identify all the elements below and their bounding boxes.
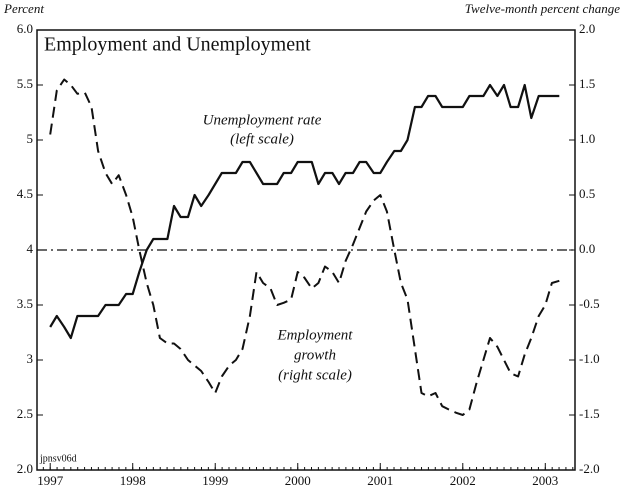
y2-tick-label: 1.5 <box>579 76 595 91</box>
annotation: Unemployment rate <box>203 112 322 128</box>
footnote: jpnsv06d <box>39 453 77 464</box>
y2-tick-label: -2.0 <box>579 461 600 476</box>
y2-tick-label: -1.5 <box>579 406 600 421</box>
y2-tick-label: 0.5 <box>579 186 595 201</box>
y-tick-label: 3.5 <box>17 296 33 311</box>
annotation: growth <box>294 347 336 363</box>
y-tick-label: 2.0 <box>17 461 33 476</box>
chart-title: Employment and Unemployment <box>44 34 311 56</box>
y-axis-label: Percent <box>3 1 44 16</box>
x-tick-label: 2002 <box>450 473 476 488</box>
x-tick-label: 2003 <box>532 473 558 488</box>
annotation: Employment <box>277 327 354 343</box>
x-tick-label: 2001 <box>367 473 393 488</box>
y2-tick-label: 0.0 <box>579 241 595 256</box>
y-tick-label: 3 <box>27 351 34 366</box>
x-tick-label: 1999 <box>202 473 228 488</box>
y2-tick-label: -0.5 <box>579 296 600 311</box>
series-line <box>49 78 560 416</box>
y-tick-label: 4 <box>27 241 34 256</box>
y2-tick-label: 1.0 <box>579 131 595 146</box>
x-tick-label: 1998 <box>120 473 146 488</box>
y2-axis-label: Twelve-month percent change <box>465 1 620 16</box>
y2-tick-label: 2.0 <box>579 21 595 36</box>
y-tick-label: 5.5 <box>17 76 33 91</box>
x-tick-label: 1997 <box>37 473 64 488</box>
y-tick-label: 6.0 <box>17 21 33 36</box>
x-tick-label: 2000 <box>285 473 311 488</box>
y-tick-label: 5 <box>27 131 34 146</box>
series-line <box>49 83 560 340</box>
y-tick-label: 2.5 <box>17 406 33 421</box>
y2-tick-label: -1.0 <box>579 351 600 366</box>
annotation: (right scale) <box>278 367 352 383</box>
annotation: (left scale) <box>230 131 294 147</box>
y-tick-label: 4.5 <box>17 186 33 201</box>
